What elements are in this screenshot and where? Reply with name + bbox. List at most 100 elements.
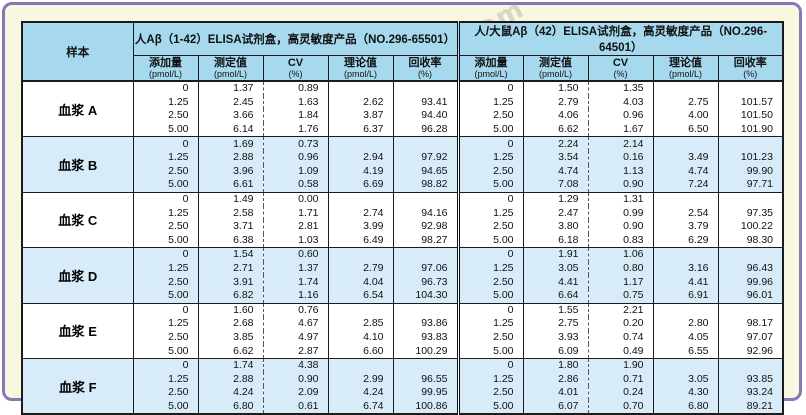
sample-section: 血浆 B 0 1.69 0.73 0 2.24 2.14 1.25 2.88 0.96 2.94 97…	[22, 136, 783, 193]
value-cell: 96.55	[392, 372, 458, 387]
value-cell: 0.75	[587, 288, 653, 303]
col-label: CV	[287, 57, 304, 69]
value-cell: 0	[456, 303, 523, 318]
value-cell: 4.74	[522, 164, 588, 179]
value-cell: 1.29	[522, 192, 588, 207]
value-cell: 4.74	[652, 164, 718, 179]
value-cell	[652, 81, 718, 96]
value-cell: 0.96	[262, 150, 328, 165]
value-cell: 6.62	[522, 122, 588, 137]
value-cell: 0	[132, 358, 198, 373]
value-cell: 1.17	[587, 275, 653, 289]
value-cell	[392, 81, 458, 96]
value-cell: 2.50	[456, 275, 523, 289]
value-cell: 2.62	[327, 95, 393, 110]
value-cell: 1.76	[262, 122, 328, 137]
value-cell: 2.50	[456, 330, 523, 345]
value-cell: 6.14	[197, 122, 263, 137]
value-cell: 3.66	[197, 109, 263, 123]
value-cell: 93.24	[717, 386, 783, 400]
value-cell	[392, 303, 458, 318]
value-cell: 0.16	[587, 150, 653, 165]
value-cell	[652, 303, 718, 318]
value-cell: 0	[456, 247, 523, 262]
col-label: 测定值	[214, 57, 247, 69]
value-cell: 4.38	[262, 358, 328, 373]
value-cell: 2.68	[197, 317, 263, 331]
value-cell	[652, 358, 718, 373]
value-cell: 3.05	[522, 261, 588, 276]
value-cell	[717, 192, 783, 207]
value-cell: 0	[456, 358, 523, 373]
value-cell: 6.09	[522, 344, 588, 359]
value-cell: 4.30	[652, 386, 718, 400]
recovery-data-table: 样本 人Aβ（1-42）ELISA试剂盒，高灵敏度产品（NO.296-65501…	[21, 21, 784, 415]
value-cell: 2.50	[132, 109, 198, 123]
value-cell: 97.06	[392, 261, 458, 276]
value-cell: 2.50	[132, 219, 198, 234]
data-row: 血浆 E 0 1.60 0.76 0 1.55 2.21	[22, 303, 783, 359]
value-cell	[392, 192, 458, 207]
kit2-title: 人/大鼠Aβ（42）ELISA试剂盒，高灵敏度产品（NO.296-64501）	[456, 21, 784, 56]
value-cell: 1.03	[262, 233, 328, 248]
value-cell: 97.92	[392, 150, 458, 165]
value-cell: 0.73	[262, 136, 328, 151]
col-header-cv: CV (%)	[587, 55, 654, 82]
value-cell: 5.00	[132, 288, 198, 303]
value-cell: 6.38	[197, 233, 263, 248]
value-cell: 6.29	[652, 233, 718, 248]
value-cell: 1.25	[132, 372, 198, 387]
col-unit: (pmol/L)	[148, 69, 182, 79]
sample-name: 血浆 E	[22, 303, 134, 359]
value-cell: 3.71	[197, 219, 263, 234]
value-cell: 0	[132, 303, 198, 318]
value-cell: 0	[456, 192, 523, 207]
value-cell: 2.58	[197, 206, 263, 220]
sample-section: 血浆 F 0 1.74 4.38 0 1.80 1.90 1.25 2.88 0.90 2.99 96…	[22, 358, 783, 415]
value-cell: 4.04	[327, 275, 393, 289]
value-cell: 0.76	[262, 303, 328, 318]
value-cell: 101.50	[717, 109, 783, 123]
value-cell: 0.90	[262, 372, 328, 387]
value-cell: 2.88	[197, 372, 263, 387]
value-cell: 0.49	[587, 344, 653, 359]
value-cell: 1.55	[522, 303, 588, 318]
value-cell: 0.90	[587, 219, 653, 234]
value-cell: 104.30	[392, 288, 458, 303]
value-cell: 3.96	[197, 164, 263, 179]
value-cell: 2.75	[652, 95, 718, 110]
col-unit: (%)	[288, 69, 303, 79]
value-cell: 5.00	[132, 233, 198, 248]
value-cell: 5.00	[132, 178, 198, 193]
col-header-recovery-rate: 回收率 (%)	[717, 55, 784, 82]
value-cell: 6.07	[522, 399, 588, 415]
value-cell: 3.91	[197, 275, 263, 289]
data-row: 5.00 6.82 1.16 6.54 104.30 5.00 6.64 0.75 6.91 96…	[22, 288, 783, 303]
value-cell	[392, 247, 458, 262]
value-cell: 101.90	[717, 122, 783, 137]
value-cell: 1.25	[132, 150, 198, 165]
value-cell: 0.58	[262, 178, 328, 193]
value-cell: 2.80	[652, 317, 718, 331]
value-cell	[392, 136, 458, 151]
value-cell: 99.96	[717, 275, 783, 289]
value-cell: 1.16	[262, 288, 328, 303]
value-cell: 3.54	[522, 150, 588, 165]
col-unit: (%)	[743, 69, 758, 79]
value-cell: 6.50	[652, 122, 718, 137]
value-cell: 2.50	[456, 219, 523, 234]
value-cell: 1.25	[456, 95, 523, 110]
value-cell: 99.90	[717, 164, 783, 179]
value-cell: 2.79	[327, 261, 393, 276]
value-cell: 1.35	[587, 81, 653, 96]
value-cell: 6.61	[197, 178, 263, 193]
value-cell: 4.10	[327, 330, 393, 345]
data-row: 2.50 3.71 2.81 3.99 92.98 2.50 3.80 0.90 3.79 100…	[22, 219, 783, 234]
data-row: 5.00 6.61 0.58 6.69 98.82 5.00 7.08 0.90 7.24 97.…	[22, 178, 783, 193]
value-cell: 2.45	[197, 95, 263, 110]
value-cell: 2.87	[262, 344, 328, 359]
value-cell: 2.50	[456, 109, 523, 123]
value-cell: 101.23	[717, 150, 783, 165]
value-cell: 0.20	[587, 317, 653, 331]
value-cell	[652, 136, 718, 151]
